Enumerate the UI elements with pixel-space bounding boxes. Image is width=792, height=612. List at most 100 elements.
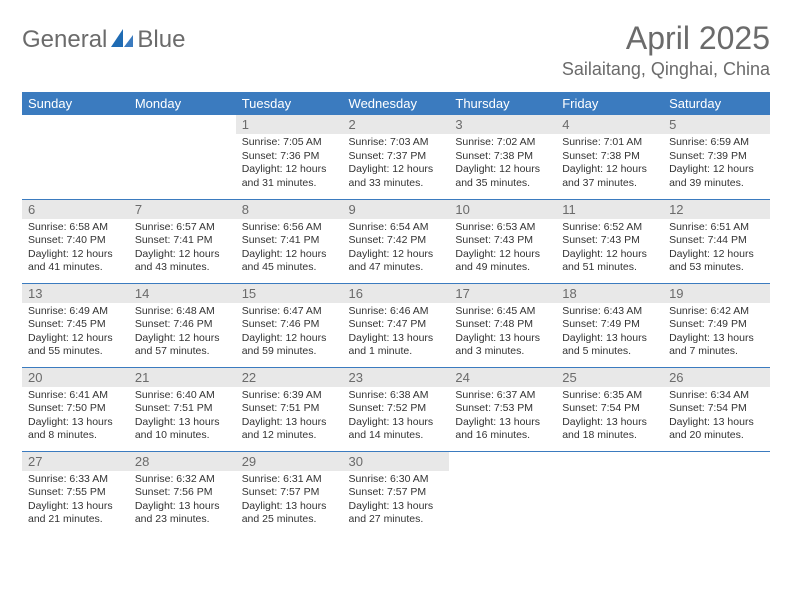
day-details: Sunrise: 6:56 AMSunset: 7:41 PMDaylight:… [236,219,343,280]
calendar-day-cell [22,115,129,199]
daylight-text-2: and 20 minutes. [669,429,764,443]
daylight-text-2: and 37 minutes. [562,177,657,191]
sunset-text: Sunset: 7:42 PM [349,234,444,248]
daylight-text-1: Daylight: 12 hours [28,248,123,262]
sunset-text: Sunset: 7:57 PM [242,486,337,500]
sunrise-text: Sunrise: 6:46 AM [349,305,444,319]
sunset-text: Sunset: 7:47 PM [349,318,444,332]
sunrise-text: Sunrise: 6:31 AM [242,473,337,487]
sunset-text: Sunset: 7:51 PM [135,402,230,416]
day-number: 1 [236,115,343,134]
calendar-day-cell: 15Sunrise: 6:47 AMSunset: 7:46 PMDayligh… [236,283,343,367]
daylight-text-1: Daylight: 13 hours [455,332,550,346]
calendar-day-cell: 22Sunrise: 6:39 AMSunset: 7:51 PMDayligh… [236,367,343,451]
day-details: Sunrise: 6:30 AMSunset: 7:57 PMDaylight:… [343,471,450,532]
day-details: Sunrise: 6:49 AMSunset: 7:45 PMDaylight:… [22,303,129,364]
calendar-day-cell: 10Sunrise: 6:53 AMSunset: 7:43 PMDayligh… [449,199,556,283]
day-number: 2 [343,115,450,134]
sunrise-text: Sunrise: 6:42 AM [669,305,764,319]
day-number: 25 [556,368,663,387]
daylight-text-2: and 49 minutes. [455,261,550,275]
day-number: 12 [663,200,770,219]
calendar-week-row: 13Sunrise: 6:49 AMSunset: 7:45 PMDayligh… [22,283,770,367]
day-details: Sunrise: 6:53 AMSunset: 7:43 PMDaylight:… [449,219,556,280]
calendar-day-cell: 28Sunrise: 6:32 AMSunset: 7:56 PMDayligh… [129,451,236,535]
daylight-text-1: Daylight: 13 hours [669,332,764,346]
calendar-day-cell: 29Sunrise: 6:31 AMSunset: 7:57 PMDayligh… [236,451,343,535]
sunrise-text: Sunrise: 6:34 AM [669,389,764,403]
sunset-text: Sunset: 7:43 PM [562,234,657,248]
day-number: 10 [449,200,556,219]
sunset-text: Sunset: 7:44 PM [669,234,764,248]
sunset-text: Sunset: 7:38 PM [455,150,550,164]
sunset-text: Sunset: 7:46 PM [242,318,337,332]
daylight-text-1: Daylight: 12 hours [242,248,337,262]
calendar-week-row: 1Sunrise: 7:05 AMSunset: 7:36 PMDaylight… [22,115,770,199]
sunset-text: Sunset: 7:38 PM [562,150,657,164]
calendar-day-cell: 2Sunrise: 7:03 AMSunset: 7:37 PMDaylight… [343,115,450,199]
daylight-text-1: Daylight: 12 hours [669,248,764,262]
sunset-text: Sunset: 7:54 PM [669,402,764,416]
day-number [556,452,663,471]
day-number [129,115,236,134]
calendar-day-cell: 3Sunrise: 7:02 AMSunset: 7:38 PMDaylight… [449,115,556,199]
day-number: 5 [663,115,770,134]
sunrise-text: Sunrise: 7:03 AM [349,136,444,150]
day-number [663,452,770,471]
sunrise-text: Sunrise: 6:59 AM [669,136,764,150]
daylight-text-1: Daylight: 12 hours [455,248,550,262]
calendar-day-cell: 9Sunrise: 6:54 AMSunset: 7:42 PMDaylight… [343,199,450,283]
weekday-thursday: Thursday [449,92,556,115]
sunrise-text: Sunrise: 6:51 AM [669,221,764,235]
day-number: 4 [556,115,663,134]
sunset-text: Sunset: 7:40 PM [28,234,123,248]
daylight-text-2: and 16 minutes. [455,429,550,443]
day-number [449,452,556,471]
daylight-text-1: Daylight: 12 hours [135,248,230,262]
daylight-text-2: and 12 minutes. [242,429,337,443]
day-details: Sunrise: 6:58 AMSunset: 7:40 PMDaylight:… [22,219,129,280]
location: Sailaitang, Qinghai, China [562,59,770,80]
day-details: Sunrise: 6:57 AMSunset: 7:41 PMDaylight:… [129,219,236,280]
sunset-text: Sunset: 7:48 PM [455,318,550,332]
daylight-text-1: Daylight: 13 hours [562,332,657,346]
weekday-saturday: Saturday [663,92,770,115]
day-details: Sunrise: 6:40 AMSunset: 7:51 PMDaylight:… [129,387,236,448]
weekday-monday: Monday [129,92,236,115]
calendar-day-cell: 23Sunrise: 6:38 AMSunset: 7:52 PMDayligh… [343,367,450,451]
daylight-text-1: Daylight: 13 hours [455,416,550,430]
sunrise-text: Sunrise: 6:58 AM [28,221,123,235]
daylight-text-1: Daylight: 13 hours [135,416,230,430]
day-number: 9 [343,200,450,219]
daylight-text-1: Daylight: 12 hours [242,332,337,346]
calendar-day-cell: 20Sunrise: 6:41 AMSunset: 7:50 PMDayligh… [22,367,129,451]
sunset-text: Sunset: 7:49 PM [562,318,657,332]
sunset-text: Sunset: 7:36 PM [242,150,337,164]
daylight-text-2: and 21 minutes. [28,513,123,527]
daylight-text-1: Daylight: 12 hours [455,163,550,177]
sunrise-text: Sunrise: 6:41 AM [28,389,123,403]
daylight-text-2: and 25 minutes. [242,513,337,527]
sunset-text: Sunset: 7:41 PM [242,234,337,248]
sunrise-text: Sunrise: 6:49 AM [28,305,123,319]
daylight-text-2: and 23 minutes. [135,513,230,527]
day-details: Sunrise: 6:45 AMSunset: 7:48 PMDaylight:… [449,303,556,364]
day-details: Sunrise: 6:54 AMSunset: 7:42 PMDaylight:… [343,219,450,280]
calendar-day-cell: 17Sunrise: 6:45 AMSunset: 7:48 PMDayligh… [449,283,556,367]
calendar-week-row: 20Sunrise: 6:41 AMSunset: 7:50 PMDayligh… [22,367,770,451]
logo-text-general: General [22,26,107,54]
sunset-text: Sunset: 7:52 PM [349,402,444,416]
sunset-text: Sunset: 7:53 PM [455,402,550,416]
sunset-text: Sunset: 7:43 PM [455,234,550,248]
daylight-text-2: and 14 minutes. [349,429,444,443]
day-details: Sunrise: 6:31 AMSunset: 7:57 PMDaylight:… [236,471,343,532]
weekday-friday: Friday [556,92,663,115]
day-details: Sunrise: 6:52 AMSunset: 7:43 PMDaylight:… [556,219,663,280]
day-number: 30 [343,452,450,471]
sunrise-text: Sunrise: 6:32 AM [135,473,230,487]
day-details: Sunrise: 6:46 AMSunset: 7:47 PMDaylight:… [343,303,450,364]
daylight-text-2: and 45 minutes. [242,261,337,275]
daylight-text-1: Daylight: 12 hours [349,163,444,177]
logo-text-blue: Blue [137,26,185,54]
sunrise-text: Sunrise: 6:35 AM [562,389,657,403]
